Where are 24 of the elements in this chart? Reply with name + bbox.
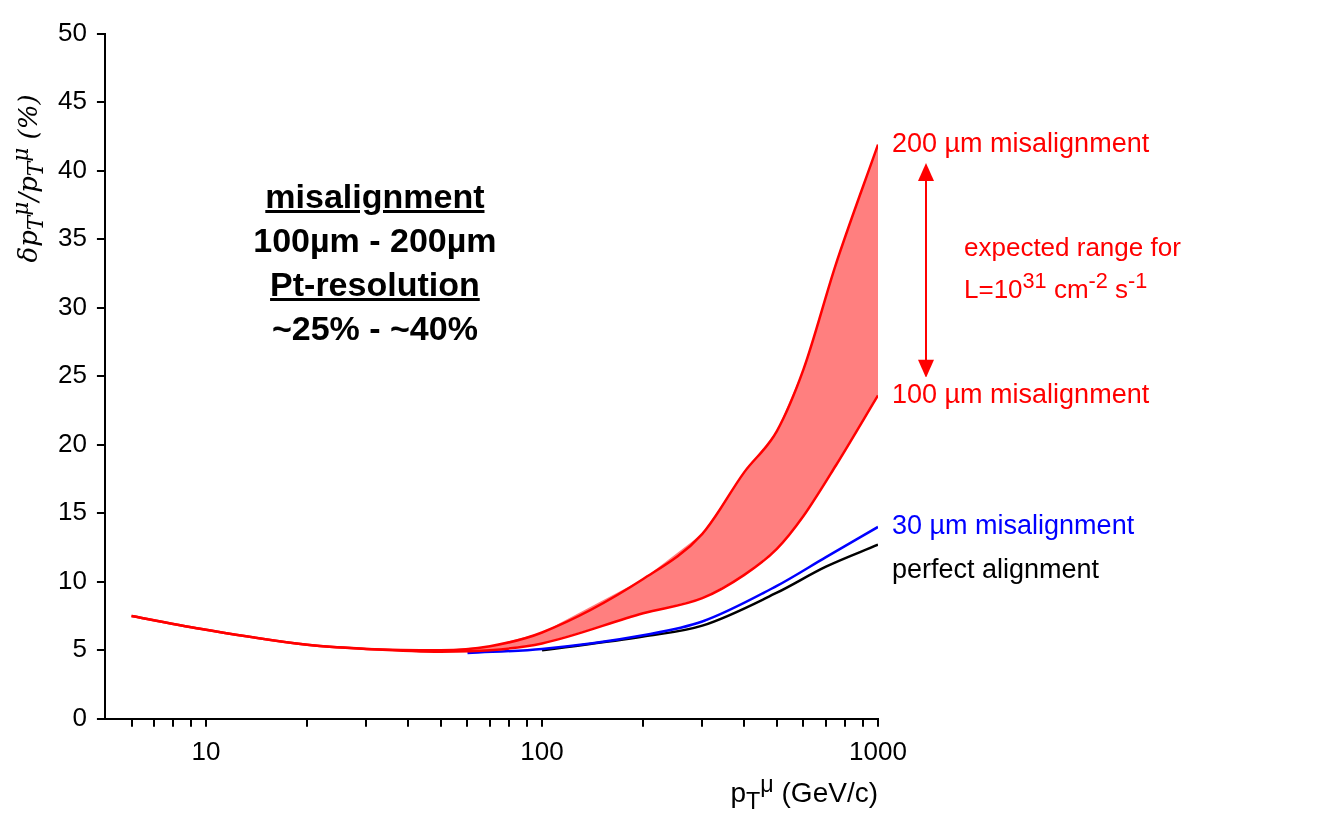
- y-tick-label: 10: [58, 564, 87, 595]
- series-label: perfect alignment: [892, 554, 1100, 585]
- x-axis-title: p$_{T}$$^{μ}$ (GeV/c): [729, 770, 878, 815]
- y-tick-label: 50: [58, 16, 87, 47]
- legend-label: 100 µm misalignment: [892, 378, 1150, 409]
- y-tick-label: 5: [72, 633, 87, 664]
- y-tick-label: 25: [58, 359, 87, 390]
- annotation: misalignment: [264, 175, 486, 217]
- y-tick-label: 45: [58, 85, 87, 116]
- annotation: 100µm - 200µm: [252, 219, 498, 261]
- y-tick-label: 0: [72, 701, 87, 732]
- text: expected range for L=10$^{31}$ cm$^{-2}$ s$^{-1}$: [964, 231, 1182, 306]
- series-label: 200 µm misalignment: [892, 128, 1150, 159]
- x-tick-label: 100: [520, 735, 564, 766]
- x-tick-label: 10: [191, 735, 221, 766]
- annotation: ~25% - ~40%: [270, 307, 479, 349]
- y-tick-label: 30: [58, 290, 87, 321]
- y-tick-label: 40: [58, 153, 87, 184]
- annotation: Pt-resolution: [269, 263, 481, 305]
- y-tick-label: 20: [58, 427, 87, 458]
- x-tick-label: 1000: [849, 735, 907, 766]
- y-tick-label: 35: [58, 222, 87, 253]
- series-label: 30 µm misalignment: [892, 510, 1135, 541]
- y-tick-label: 15: [58, 496, 87, 527]
